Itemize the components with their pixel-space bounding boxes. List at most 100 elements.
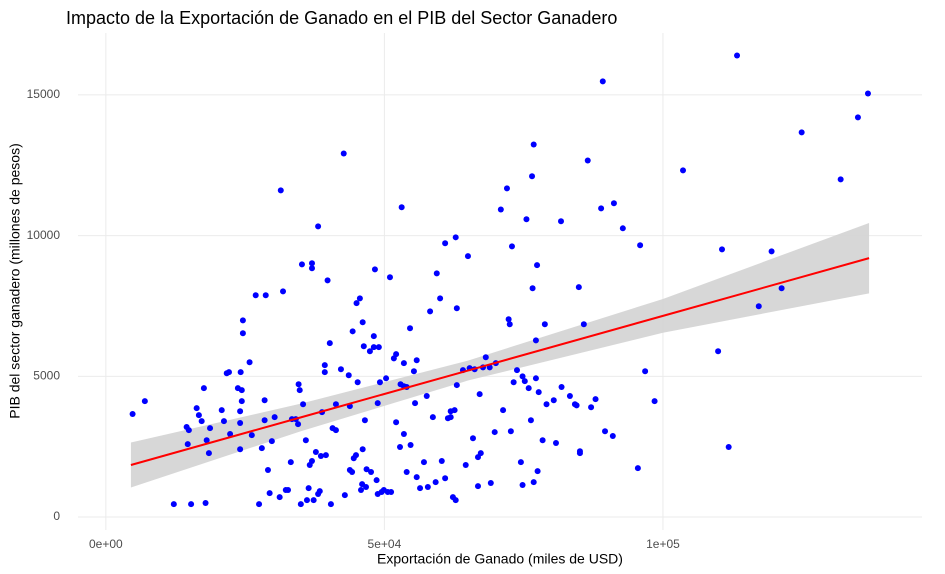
- point: [530, 479, 537, 486]
- point: [227, 431, 234, 438]
- point: [184, 441, 191, 448]
- chart-title: Impacto de la Exportación de Ganado en e…: [66, 8, 617, 28]
- point: [317, 452, 324, 459]
- point: [207, 425, 214, 432]
- point: [534, 262, 541, 269]
- point: [361, 417, 368, 424]
- point: [552, 440, 559, 447]
- point: [203, 437, 210, 444]
- point: [356, 295, 363, 302]
- point: [321, 362, 328, 369]
- point: [261, 397, 268, 404]
- point: [523, 216, 530, 223]
- point: [507, 428, 514, 435]
- x-tick-label: 1e+05: [646, 537, 680, 551]
- point: [376, 379, 383, 386]
- point: [353, 300, 360, 307]
- point: [734, 52, 741, 59]
- point: [360, 343, 367, 350]
- point: [302, 437, 309, 444]
- point: [295, 381, 302, 388]
- y-tick-label: 0: [53, 509, 60, 523]
- point: [413, 474, 420, 481]
- point: [188, 501, 195, 508]
- y-tick-label: 10000: [27, 228, 61, 242]
- point: [239, 330, 246, 337]
- point: [453, 305, 460, 312]
- point: [651, 398, 658, 405]
- point: [715, 348, 722, 355]
- point: [530, 141, 537, 148]
- point: [285, 487, 292, 494]
- point: [305, 485, 312, 492]
- point: [519, 481, 526, 488]
- point: [580, 321, 587, 328]
- point: [407, 442, 414, 449]
- point: [397, 443, 404, 450]
- point: [264, 467, 271, 474]
- point: [345, 372, 352, 379]
- point: [755, 303, 762, 310]
- point: [316, 488, 323, 495]
- point: [324, 277, 331, 284]
- point: [258, 445, 265, 452]
- point: [268, 438, 275, 445]
- point: [527, 417, 534, 424]
- point: [340, 150, 347, 157]
- point: [407, 325, 414, 332]
- point: [725, 443, 732, 450]
- point: [719, 246, 726, 253]
- point: [532, 337, 539, 344]
- point: [403, 469, 410, 476]
- point: [837, 176, 844, 183]
- point: [573, 402, 580, 409]
- point: [218, 407, 225, 414]
- point: [550, 397, 557, 404]
- point: [129, 411, 136, 418]
- point: [256, 501, 263, 508]
- point: [354, 379, 361, 386]
- point: [417, 485, 424, 492]
- point: [541, 321, 548, 328]
- point: [287, 459, 294, 466]
- point: [412, 400, 419, 407]
- point: [503, 185, 510, 192]
- point: [497, 206, 504, 213]
- point: [388, 489, 395, 496]
- point: [200, 385, 207, 392]
- point: [423, 393, 430, 400]
- point: [220, 418, 227, 425]
- point: [312, 449, 319, 456]
- point: [598, 205, 605, 212]
- point: [237, 369, 244, 376]
- point: [193, 405, 200, 412]
- point: [327, 501, 334, 508]
- point: [341, 492, 348, 499]
- point: [437, 295, 444, 302]
- point: [517, 459, 524, 466]
- point: [298, 261, 305, 268]
- point: [280, 288, 287, 295]
- point: [477, 450, 484, 457]
- point: [532, 375, 539, 382]
- point: [599, 78, 606, 85]
- point: [237, 420, 244, 427]
- point: [575, 284, 582, 291]
- point: [393, 351, 400, 358]
- point: [510, 379, 517, 386]
- point: [185, 427, 192, 434]
- point: [393, 419, 400, 426]
- point: [424, 483, 431, 490]
- x-axis-label: Exportación de Ganado (miles de USD): [377, 551, 623, 567]
- point: [602, 428, 609, 435]
- point: [491, 429, 498, 436]
- point: [798, 129, 805, 136]
- point: [420, 459, 427, 466]
- point: [451, 407, 458, 414]
- point: [398, 204, 405, 211]
- point: [141, 398, 148, 405]
- point: [433, 270, 440, 277]
- point: [277, 187, 284, 194]
- point: [508, 243, 515, 250]
